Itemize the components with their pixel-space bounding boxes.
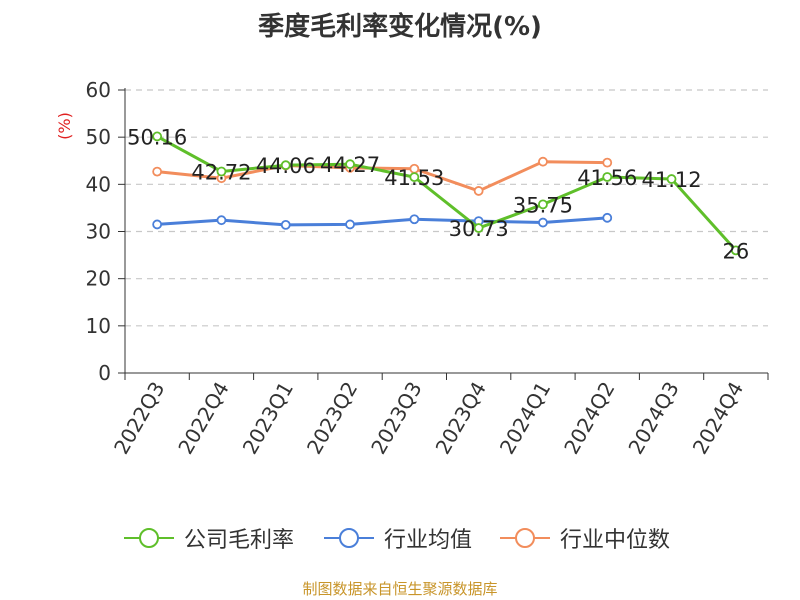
data-source-note: 制图数据来自恒生聚源数据库	[302, 580, 498, 598]
y-tick-label: 20	[86, 267, 111, 291]
data-label: 26	[722, 239, 749, 263]
data-point[interactable]	[216, 215, 227, 226]
legend: 公司毛利率 行业均值 行业中位数	[0, 520, 800, 556]
data-label: 41.56	[577, 166, 637, 190]
data-label: 35.75	[513, 193, 573, 217]
data-point[interactable]	[538, 199, 548, 210]
data-point[interactable]	[409, 214, 420, 225]
data-label: 44.06	[256, 154, 316, 178]
data-point[interactable]	[538, 156, 548, 167]
data-point[interactable]	[473, 186, 484, 196]
x-tick-label: 2024Q3	[623, 378, 683, 459]
legend-label: 公司毛利率	[184, 528, 295, 553]
data-label: 44.27	[320, 153, 380, 177]
y-tick-label: 50	[86, 125, 111, 149]
y-axis-label: (%)	[55, 112, 74, 140]
series-line	[156, 135, 737, 252]
legend-marker-icon	[324, 528, 374, 548]
data-point[interactable]	[666, 174, 677, 184]
x-tick-label: 2024Q2	[559, 378, 619, 459]
legend-marker-icon	[124, 528, 174, 548]
data-point[interactable]	[602, 172, 613, 182]
x-tick-label: 2023Q4	[431, 378, 491, 459]
data-point[interactable]	[216, 166, 227, 177]
legend-label: 行业中位数	[560, 528, 671, 553]
data-label: 41.12	[641, 168, 701, 192]
legend-item-industry-median[interactable]: 行业中位数	[498, 520, 670, 556]
data-point[interactable]	[602, 157, 613, 168]
legend-item-industry-mean[interactable]: 行业均值	[322, 520, 472, 556]
x-tick-label: 2024Q4	[688, 378, 748, 459]
grid-lines	[125, 89, 768, 327]
data-point[interactable]	[730, 245, 741, 256]
legend-marker-icon	[500, 528, 550, 548]
x-tick-label: 2022Q3	[109, 378, 169, 459]
y-tick-label: 30	[86, 220, 111, 244]
legend-label: 行业均值	[384, 528, 473, 553]
y-tick-label: 40	[86, 172, 111, 196]
x-tick-label: 2023Q2	[302, 378, 362, 459]
data-point[interactable]	[152, 219, 163, 230]
x-tick-label: 2022Q4	[173, 378, 233, 459]
data-point[interactable]	[345, 219, 355, 230]
chart-title: 季度毛利率变化情况(%)	[258, 12, 542, 42]
x-tick-label: 2023Q1	[238, 378, 298, 459]
series-line	[157, 216, 608, 227]
y-tick-label: 10	[86, 314, 111, 338]
data-point[interactable]	[409, 172, 420, 183]
data-point[interactable]	[152, 166, 163, 177]
series-line	[156, 160, 608, 193]
data-point[interactable]	[280, 160, 291, 171]
data-point[interactable]	[152, 131, 163, 142]
series-lines	[152, 131, 741, 256]
data-point[interactable]	[473, 223, 484, 233]
data-point[interactable]	[538, 217, 548, 228]
legend-item-company-margin[interactable]: 公司毛利率	[122, 520, 294, 556]
x-tick-label: 2024Q1	[495, 378, 555, 459]
x-tick-label: 2023Q3	[366, 378, 426, 459]
data-label: 50.16	[127, 125, 187, 149]
data-point[interactable]	[602, 212, 613, 223]
data-label: 30.73	[449, 217, 509, 241]
data-point[interactable]	[280, 219, 291, 230]
data-label: 42.72	[191, 161, 251, 185]
y-tick-label: 60	[86, 78, 111, 102]
y-tick-label: 0	[98, 361, 111, 385]
data-label: 41.53	[384, 166, 444, 190]
data-point[interactable]	[345, 159, 355, 170]
